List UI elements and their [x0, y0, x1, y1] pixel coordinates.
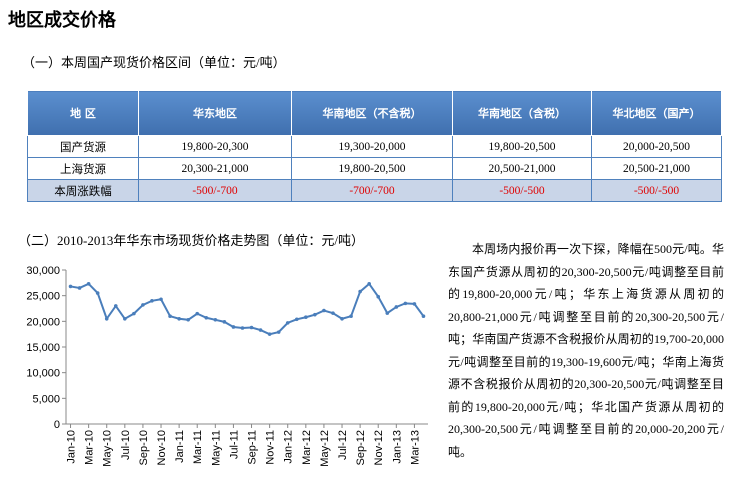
data-point [231, 325, 236, 329]
table-cell: 20,500-21,000 [591, 157, 722, 180]
x-tick-label: Nov-12 [373, 430, 385, 465]
x-tick-label: Sep-12 [355, 430, 367, 465]
data-point [403, 301, 408, 306]
x-tick-label: Mar-11 [192, 430, 204, 464]
table-cell: -500/-700 [138, 179, 292, 202]
table-cell: 19,800-20,500 [291, 157, 453, 180]
data-point [77, 286, 82, 290]
data-point [68, 284, 73, 289]
header-cell: 华南地区（不含税） [291, 90, 453, 136]
data-point [113, 304, 118, 308]
data-point [104, 316, 109, 321]
data-point [204, 315, 209, 320]
x-tick-label: Jul-11 [228, 430, 240, 459]
section-heading: （一）本周国产现货价格区间（单位：元/吨） [22, 55, 286, 70]
data-point [276, 330, 281, 334]
data-point [340, 316, 344, 321]
y-tick-label: 30,000 [26, 265, 60, 277]
paragraph: 本周场内报价再一次下探，降幅在500元/吨。华东国产货源从周初的20,300-2… [448, 242, 724, 459]
table-cell: -500/-500 [452, 179, 592, 202]
data-point [86, 282, 91, 286]
x-tick-label: Jan-11 [174, 430, 186, 463]
x-tick-label: Mar-10 [84, 430, 96, 465]
table-cell: 20,500-21,000 [452, 157, 592, 180]
x-tick-label: Mar-12 [301, 430, 313, 465]
table-row: 上海货源 20,300-21,000 19,800-20,500 20,500-21,… [27, 157, 722, 180]
data-point [258, 328, 263, 332]
table-cell: -700/-700 [291, 179, 453, 202]
x-tick-label: Jan-10 [66, 430, 78, 464]
x-tick-label: Jan-12 [283, 430, 295, 464]
table-row: 本周涨跌幅 -500/-700 -700/-700 -500/-500 -500/-50… [27, 179, 722, 202]
table-cell: 国产货源 [27, 135, 139, 158]
data-point [141, 303, 145, 307]
data-point [294, 317, 299, 322]
data-point [358, 289, 362, 294]
data-point [349, 314, 353, 318]
data-point [421, 314, 426, 318]
table-cell: 20,300-21,000 [138, 157, 292, 180]
data-point [123, 316, 127, 321]
data-point [412, 302, 417, 306]
data-point [376, 294, 381, 299]
y-tick-label: 10,000 [26, 368, 60, 380]
x-tick-label: May-12 [319, 430, 331, 467]
data-point [313, 312, 317, 317]
data-point [285, 321, 290, 325]
price-table: 地 区 华东地区 华南地区（不含税） 华南地区（含税） 华北地区（国产） 国产货… [27, 90, 722, 202]
x-tick-label: Jul-10 [120, 430, 132, 460]
x-tick-label: Nov-10 [156, 430, 168, 465]
data-point [186, 317, 190, 322]
header-cell: 华东地区 [138, 90, 292, 136]
data-point [304, 315, 308, 320]
data-point [331, 311, 335, 315]
table-cell: 本周涨跌幅 [27, 179, 139, 202]
data-point [132, 311, 136, 316]
header-cell: 华南地区（含税） [452, 90, 592, 136]
data-point [267, 332, 272, 336]
data-point [394, 305, 399, 309]
line-series [70, 282, 425, 336]
page-title: 地区成交价格 [8, 10, 116, 31]
x-tick-label: Mar-13 [409, 430, 421, 465]
y-tick-label: 5,000 [32, 393, 60, 405]
chart: 0 5,000 10,000 15,000 20,000 25,000 30,000 Jan-… [26, 265, 428, 467]
x-tick-label: May-11 [210, 430, 222, 466]
table-cell: 上海货源 [27, 157, 139, 180]
table-cell: 19,800-20,500 [452, 135, 592, 158]
data-point [213, 317, 218, 322]
data-point [222, 320, 227, 324]
y-tick-label: 20,000 [26, 316, 60, 328]
header-cell: 华北地区（国产） [591, 90, 722, 136]
table-row: 国产货源 19,800-20,300 19,300-20,000 19,800-20,… [27, 135, 722, 158]
data-point [322, 308, 326, 313]
y-tick-label: 15,000 [26, 342, 60, 354]
data-point [168, 314, 172, 318]
data-point [195, 311, 200, 316]
data-point [150, 299, 154, 303]
table-cell: 19,800-20,300 [138, 135, 292, 158]
y-tick-label: 0 [54, 419, 60, 431]
data-point [385, 311, 390, 315]
table-cell: -500/-500 [591, 179, 722, 202]
header-cell: 地 区 [27, 90, 139, 136]
x-tick-label: May-10 [102, 430, 114, 467]
section-heading: （二）2010-2013年华东市场现货价格走势图（单位：元/吨） [18, 233, 364, 248]
data-point [177, 316, 181, 321]
y-tick-label: 25,000 [26, 291, 60, 303]
table-cell: 20,000-20,500 [591, 135, 722, 158]
header-row: 地 区 华东地区 华南地区（不含税） 华南地区（含税） 华北地区（国产） [27, 90, 722, 136]
table-cell: 19,300-20,000 [291, 135, 453, 158]
x-tick-label: Jan-13 [391, 430, 403, 464]
x-tick-label: Nov-11 [265, 430, 277, 465]
data-point [240, 326, 245, 330]
data-point [249, 325, 254, 330]
x-tick-label: Jul-12 [337, 430, 349, 460]
data-point [95, 291, 100, 295]
data-point [159, 297, 163, 302]
data-point [367, 282, 371, 286]
x-tick-label: Sep-11 [247, 430, 259, 465]
x-tick-label: Sep-10 [138, 430, 150, 465]
